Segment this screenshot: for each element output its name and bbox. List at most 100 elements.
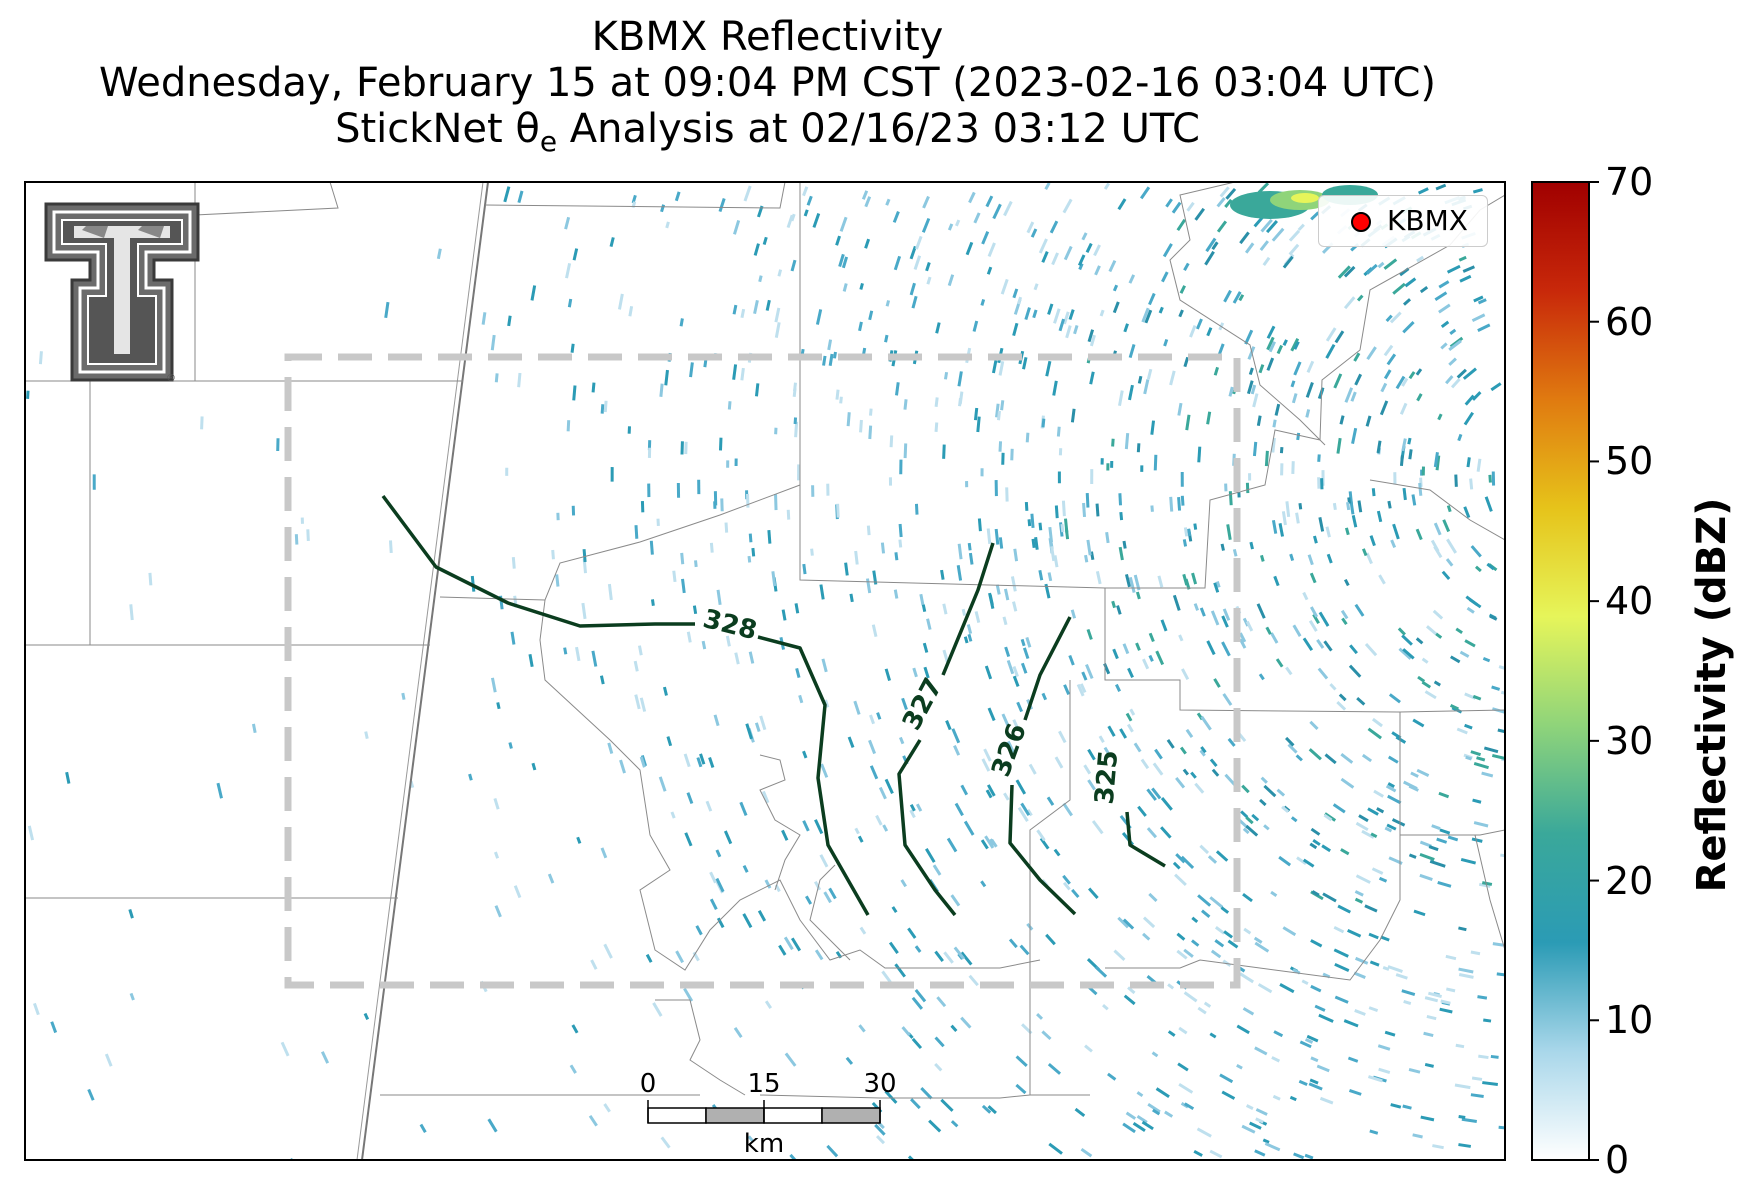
reflectivity-gate <box>1438 303 1451 314</box>
reflectivity-gate <box>1122 540 1127 549</box>
reflectivity-gate <box>871 624 878 638</box>
reflectivity-gate <box>569 1064 577 1074</box>
reflectivity-gate <box>494 905 502 918</box>
reflectivity-gate <box>936 996 947 1008</box>
reflectivity-gate <box>1457 433 1463 442</box>
reflectivity-gate <box>1306 360 1315 373</box>
reflectivity-gate <box>998 537 1004 549</box>
reflectivity-gate <box>1476 458 1482 472</box>
reflectivity-gate <box>1122 918 1135 930</box>
reflectivity-gate <box>510 631 516 645</box>
reflectivity-gate <box>1127 986 1136 995</box>
reflectivity-gate <box>1449 328 1457 335</box>
reflectivity-gate <box>1136 1114 1148 1124</box>
reflectivity-gate <box>1456 727 1468 735</box>
reflectivity-gate <box>892 211 900 223</box>
reflectivity-gate <box>1368 932 1379 940</box>
reflectivity-gate <box>1339 415 1345 425</box>
reflectivity-gate <box>1206 411 1212 425</box>
reflectivity-gate <box>1020 638 1026 647</box>
reflectivity-gate <box>1081 671 1088 681</box>
reflectivity-gate <box>1176 218 1187 232</box>
reflectivity-gate <box>1062 874 1071 885</box>
reflectivity-gate <box>1477 323 1491 333</box>
contour-label-328: 328 <box>700 604 760 646</box>
reflectivity-gate <box>1251 813 1260 822</box>
reflectivity-gate <box>1094 265 1101 276</box>
reflectivity-gate <box>1296 856 1307 865</box>
reflectivity-gate <box>1290 816 1298 823</box>
reflectivity-gate <box>1245 824 1259 837</box>
reflectivity-gate <box>1046 796 1055 806</box>
reflectivity-gate <box>764 879 772 889</box>
reflectivity-gate <box>1317 667 1329 680</box>
reflectivity-gate <box>26 390 30 399</box>
reflectivity-gate <box>1151 1051 1159 1058</box>
reflectivity-gate <box>1440 320 1450 329</box>
reflectivity-gate <box>747 555 752 563</box>
reflectivity-gate <box>1369 1129 1379 1135</box>
reflectivity-gate <box>1306 1034 1319 1043</box>
reflectivity-gate <box>676 483 681 498</box>
reflectivity-gate <box>1326 553 1333 564</box>
reflectivity-gate <box>745 723 753 740</box>
reflectivity-gate <box>1334 995 1349 1004</box>
reflectivity-gate <box>998 361 1005 376</box>
reflectivity-gate <box>571 505 576 516</box>
reflectivity-gate <box>826 1144 839 1158</box>
reflectivity-gate <box>1458 1143 1472 1148</box>
reflectivity-gate <box>1466 606 1475 614</box>
reflectivity-gate <box>1435 183 1447 191</box>
reflectivity-gate <box>1061 500 1066 517</box>
reflectivity-gate <box>732 304 738 315</box>
reflectivity-gate <box>795 668 801 678</box>
reflectivity-gate <box>628 305 634 317</box>
reflectivity-gate <box>842 283 848 292</box>
reflectivity-gate <box>1434 291 1448 301</box>
colorbar-tick-label: 50 <box>1605 439 1654 484</box>
reflectivity-gate <box>753 243 760 256</box>
reflectivity-gate <box>1206 327 1213 337</box>
reflectivity-gate <box>1346 501 1351 511</box>
reflectivity-gate <box>1242 827 1250 835</box>
reflectivity-gate <box>1273 1030 1284 1038</box>
reflectivity-gate <box>1022 647 1030 660</box>
reflectivity-gate <box>1341 617 1348 626</box>
reflectivity-gate <box>1190 771 1197 779</box>
reflectivity-gate <box>1273 575 1280 587</box>
reflectivity-gate <box>1316 638 1325 649</box>
reflectivity-gate <box>986 266 993 275</box>
reflectivity-gate <box>1308 748 1322 761</box>
reflectivity-gate <box>603 943 613 959</box>
logo-registered-mark: ® <box>166 373 176 384</box>
reflectivity-gate <box>1115 683 1122 692</box>
reflectivity-gate <box>1165 198 1173 208</box>
contour-326 <box>1023 616 1072 721</box>
reflectivity-gate <box>853 700 861 715</box>
reflectivity-gate <box>754 722 761 733</box>
scale-tick-30: 30 <box>863 1069 897 1099</box>
reflectivity-gate <box>919 593 925 606</box>
reflectivity-gate <box>494 373 499 383</box>
reflectivity-gate <box>556 512 560 521</box>
reflectivity-gate <box>1089 334 1096 347</box>
reflectivity-gate <box>1000 278 1009 295</box>
reflectivity-gate <box>947 274 955 287</box>
reflectivity-gate <box>1320 478 1324 490</box>
reflectivity-gate <box>1087 329 1095 343</box>
reflectivity-gate <box>1150 505 1154 512</box>
reflectivity-gate <box>1177 497 1182 511</box>
reflectivity-gate <box>1259 798 1267 807</box>
reflectivity-gate <box>1460 857 1477 865</box>
reflectivity-gate <box>957 543 963 560</box>
reflectivity-gate <box>1347 928 1362 938</box>
reflectivity-gate <box>1397 627 1406 636</box>
reflectivity-gate <box>1415 368 1423 376</box>
reflectivity-gate <box>1095 570 1102 585</box>
reflectivity-gate <box>1433 452 1439 468</box>
reflectivity-gate <box>778 944 787 956</box>
reflectivity-gate <box>683 753 691 768</box>
reflectivity-gate <box>878 786 887 800</box>
reflectivity-gate <box>1419 873 1433 882</box>
reflectivity-gate <box>1161 271 1169 283</box>
